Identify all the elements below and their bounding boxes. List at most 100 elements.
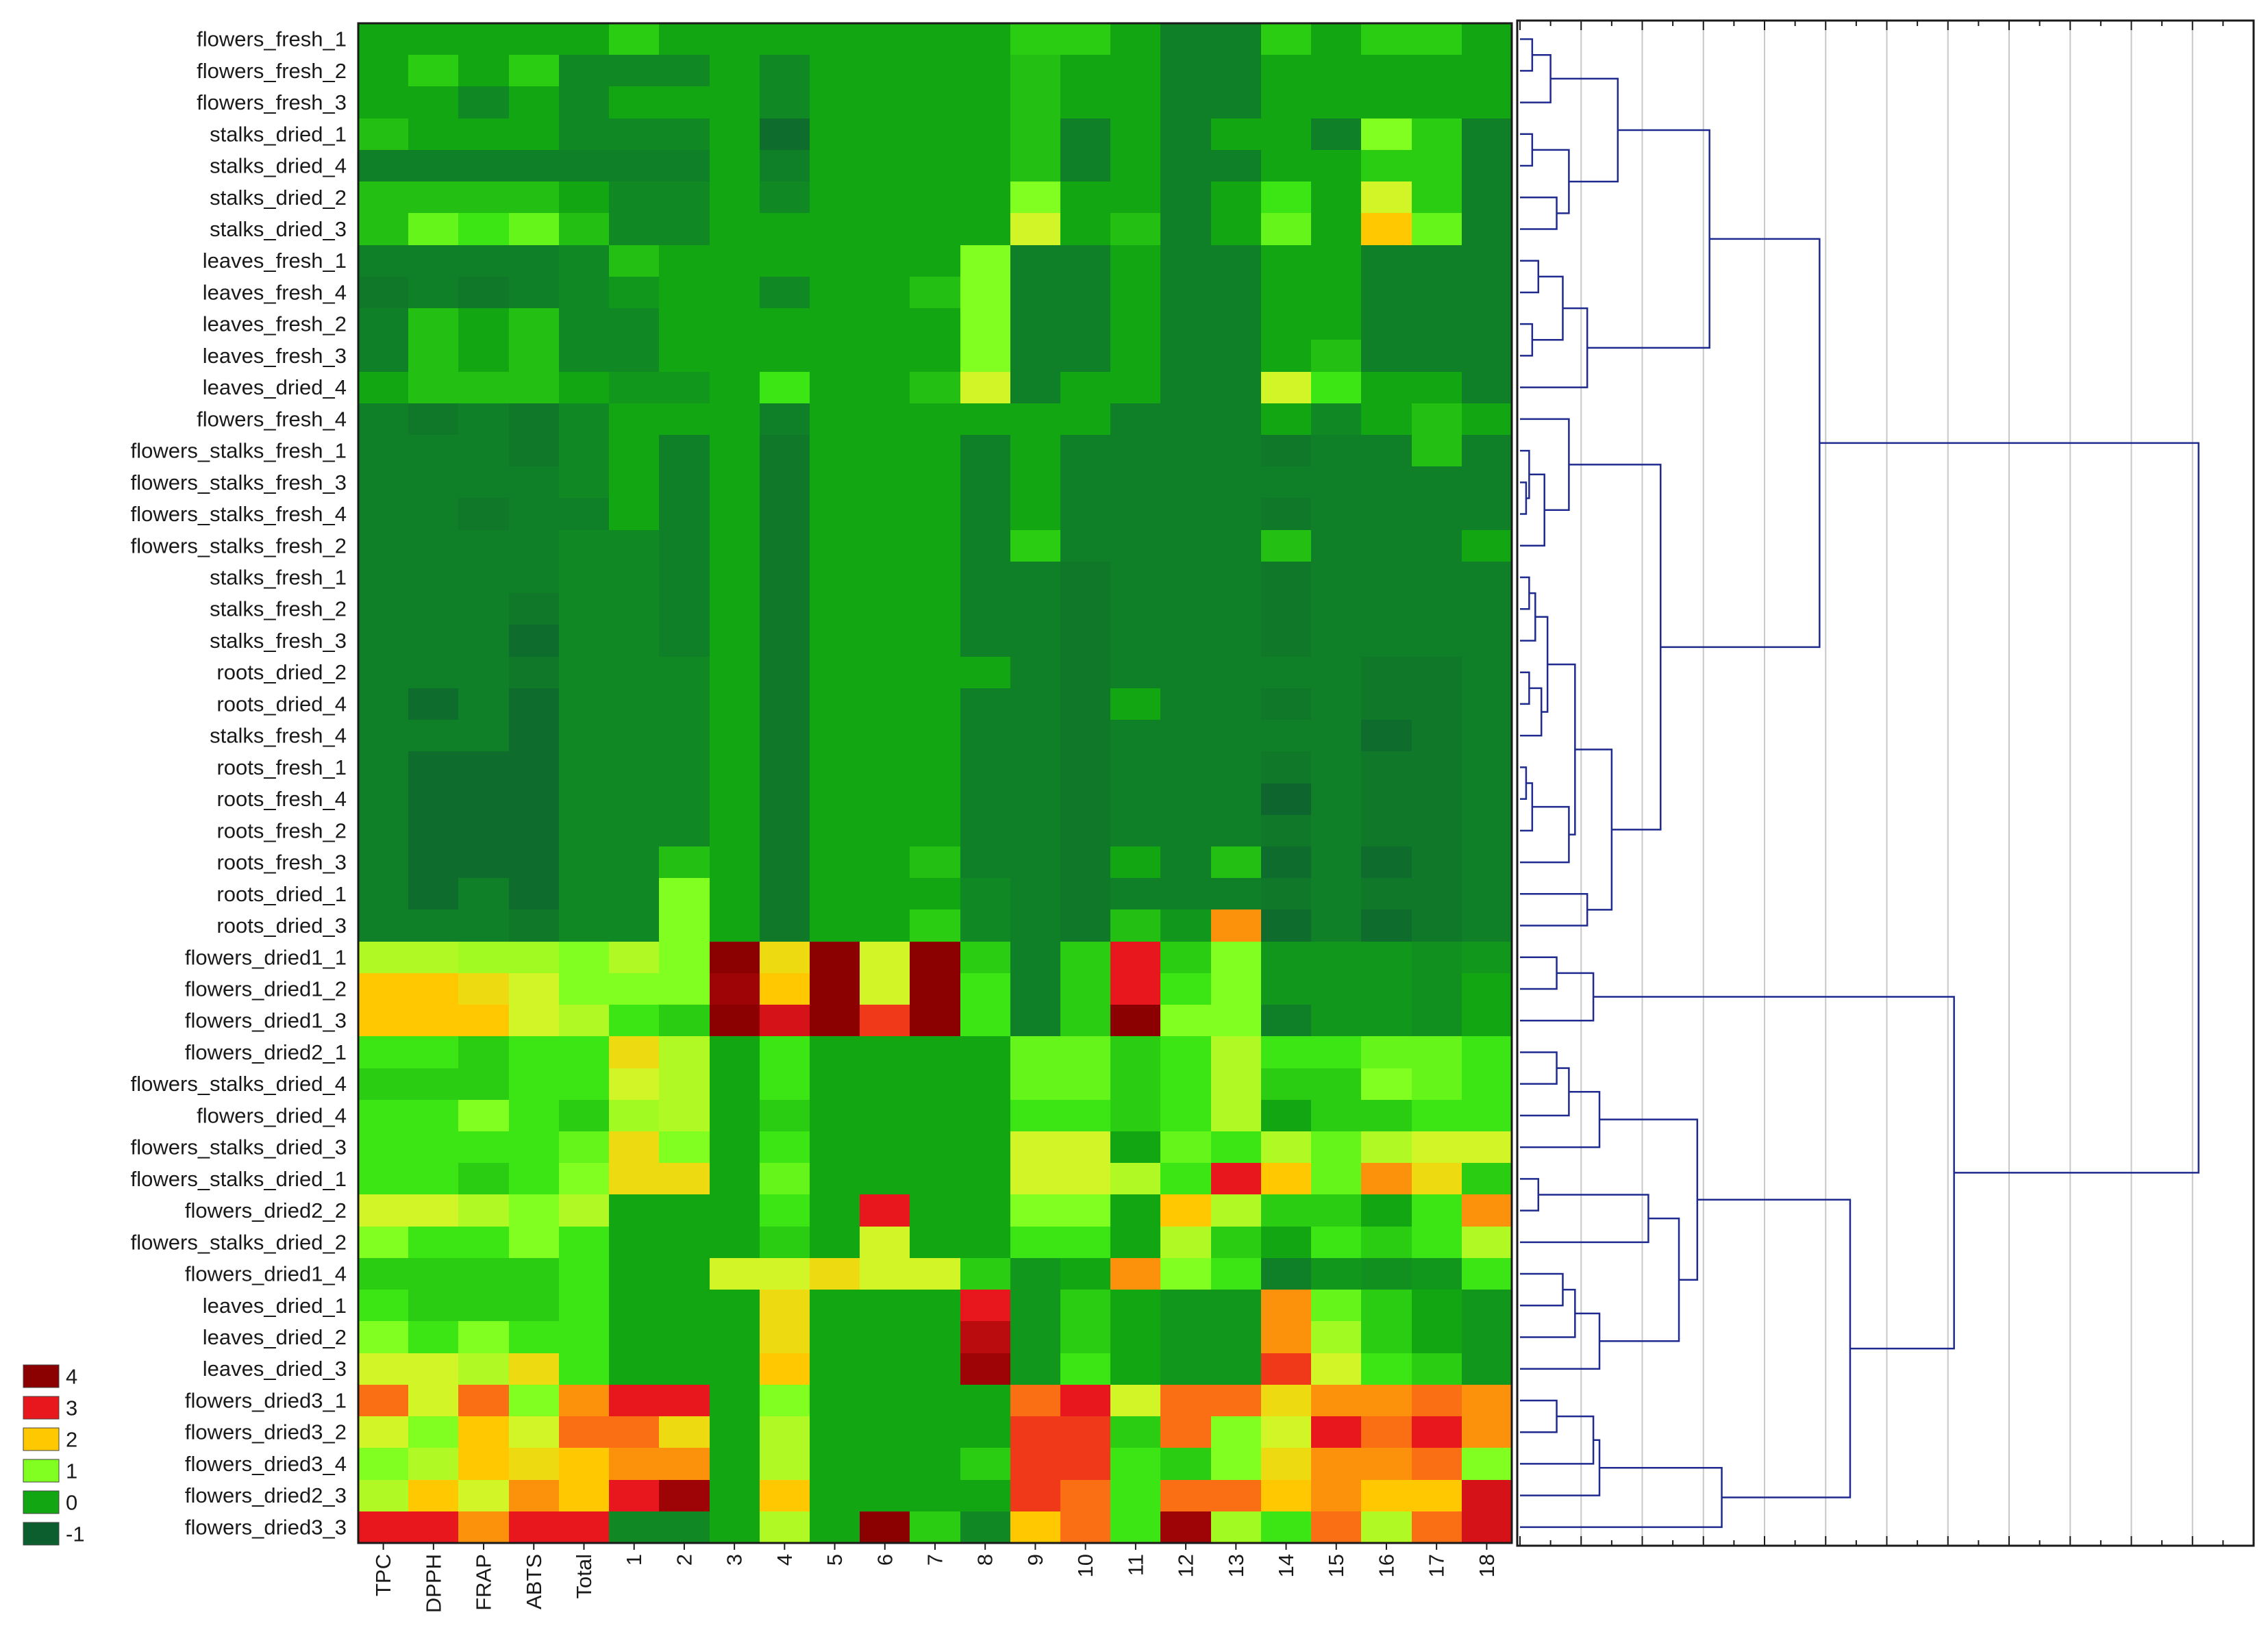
- column-label: 12: [1174, 1554, 1198, 1577]
- heatmap-cell: [1361, 1068, 1412, 1101]
- heatmap-cell: [1110, 688, 1161, 720]
- heatmap-cell: [1261, 277, 1312, 309]
- heatmap-cell: [1211, 340, 1262, 373]
- heatmap-cell: [408, 720, 459, 752]
- heatmap-cell: [609, 878, 660, 910]
- heatmap-cell: [358, 435, 409, 467]
- heatmap-cell: [1361, 1480, 1412, 1512]
- heatmap-cell: [1060, 783, 1111, 816]
- heatmap-cell: [710, 942, 760, 974]
- heatmap-cell: [960, 815, 1011, 847]
- heatmap-cell: [559, 1227, 610, 1259]
- heatmap-cell: [1010, 1321, 1061, 1354]
- heatmap-cell: [408, 1448, 459, 1481]
- heatmap-cell: [1261, 1005, 1312, 1037]
- heatmap-cell: [659, 942, 710, 974]
- heatmap-cell: [1412, 973, 1462, 1005]
- heatmap-cell: [1060, 815, 1111, 847]
- heatmap-cell: [810, 909, 860, 942]
- heatmap-cell: [1361, 720, 1412, 752]
- heatmap-cell: [1211, 1290, 1262, 1322]
- heatmap-cell: [1261, 245, 1312, 277]
- heatmap-cell: [1060, 1036, 1111, 1069]
- heatmap-cell: [710, 435, 760, 467]
- heatmap-cell: [1261, 1227, 1312, 1259]
- heatmap-cell: [1010, 751, 1061, 784]
- heatmap-cell: [559, 973, 610, 1005]
- heatmap-cell: [710, 466, 760, 499]
- heatmap-cell: [710, 625, 760, 657]
- heatmap-cell: [1311, 909, 1362, 942]
- heatmap-cell: [509, 1321, 560, 1354]
- heatmap-cell: [860, 815, 910, 847]
- heatmap-cell: [1412, 1036, 1462, 1069]
- heatmap-cell: [659, 1227, 710, 1259]
- heatmap-cell: [1462, 340, 1512, 373]
- heatmap-cell: [509, 751, 560, 784]
- dendrogram-link: [1520, 1051, 1558, 1085]
- heatmap-cell: [1110, 1385, 1161, 1417]
- heatmap-cell: [1160, 973, 1212, 1005]
- row-label: roots_dried_4: [216, 692, 347, 716]
- heatmap-cell: [1462, 372, 1512, 404]
- heatmap-cell: [910, 1416, 961, 1448]
- heatmap-cell: [710, 1100, 760, 1132]
- heatmap-cell: [1060, 372, 1111, 404]
- heatmap-cell: [1060, 909, 1111, 942]
- legend-swatch: [23, 1396, 60, 1420]
- heatmap-cell: [910, 150, 961, 182]
- row-label: flowers_stalks_fresh_2: [131, 533, 347, 557]
- heatmap-cell: [659, 466, 710, 499]
- heatmap-cell: [1261, 1480, 1312, 1512]
- heatmap-cell: [1010, 909, 1061, 942]
- heatmap-cell: [1261, 118, 1312, 151]
- heatmap-cell: [408, 1005, 459, 1037]
- heatmap-cell: [609, 942, 660, 974]
- heatmap-cell: [458, 1385, 510, 1417]
- heatmap-cell: [1261, 1036, 1312, 1069]
- heatmap-cell: [1060, 308, 1111, 340]
- heatmap-cell: [1361, 1258, 1412, 1290]
- heatmap-cell: [1261, 23, 1312, 55]
- heatmap-cell: [609, 1036, 660, 1069]
- heatmap-cell: [659, 1131, 710, 1164]
- row-label: flowers_stalks_dried_1: [131, 1167, 347, 1191]
- heatmap-cell: [860, 1511, 910, 1544]
- heatmap-cell: [1160, 1036, 1212, 1069]
- heatmap-cell: [1361, 213, 1412, 246]
- heatmap-cell: [910, 1290, 961, 1322]
- heatmap-cell: [1110, 783, 1161, 816]
- heatmap-cell: [1311, 688, 1362, 720]
- heatmap-cell: [509, 435, 560, 467]
- heatmap-cell: [860, 23, 910, 55]
- heatmap-cell: [810, 1068, 860, 1101]
- heatmap-cell: [1060, 1448, 1111, 1481]
- column-label: ABTS: [522, 1554, 546, 1609]
- heatmap-cell: [559, 277, 610, 309]
- heatmap-cell: [1211, 973, 1262, 1005]
- heatmap-cell: [408, 150, 459, 182]
- heatmap-cell: [1010, 688, 1061, 720]
- heatmap-cell: [408, 973, 459, 1005]
- heatmap-cell: [760, 277, 810, 309]
- row-label: leaves_dried_4: [203, 375, 347, 399]
- heatmap-cell: [760, 815, 810, 847]
- heatmap-cell: [760, 340, 810, 373]
- dendrogram-link: [1569, 464, 1662, 831]
- heatmap-cell: [659, 625, 710, 657]
- heatmap-cell: [760, 751, 810, 784]
- heatmap-cell: [1160, 1194, 1212, 1227]
- heatmap-cell: [559, 403, 610, 436]
- heatmap-cell: [408, 55, 459, 87]
- heatmap-cell: [408, 657, 459, 689]
- heatmap-cell: [1311, 815, 1362, 847]
- heatmap-cell: [1060, 1385, 1111, 1417]
- heatmap-cell: [458, 530, 510, 562]
- heatmap-cell: [1412, 372, 1462, 404]
- heatmap-cell: [1160, 372, 1212, 404]
- heatmap-cell: [810, 1353, 860, 1385]
- heatmap-cell: [1211, 1005, 1262, 1037]
- heatmap-cell: [659, 1321, 710, 1354]
- heatmap-cell: [810, 815, 860, 847]
- heatmap-cell: [1211, 118, 1262, 151]
